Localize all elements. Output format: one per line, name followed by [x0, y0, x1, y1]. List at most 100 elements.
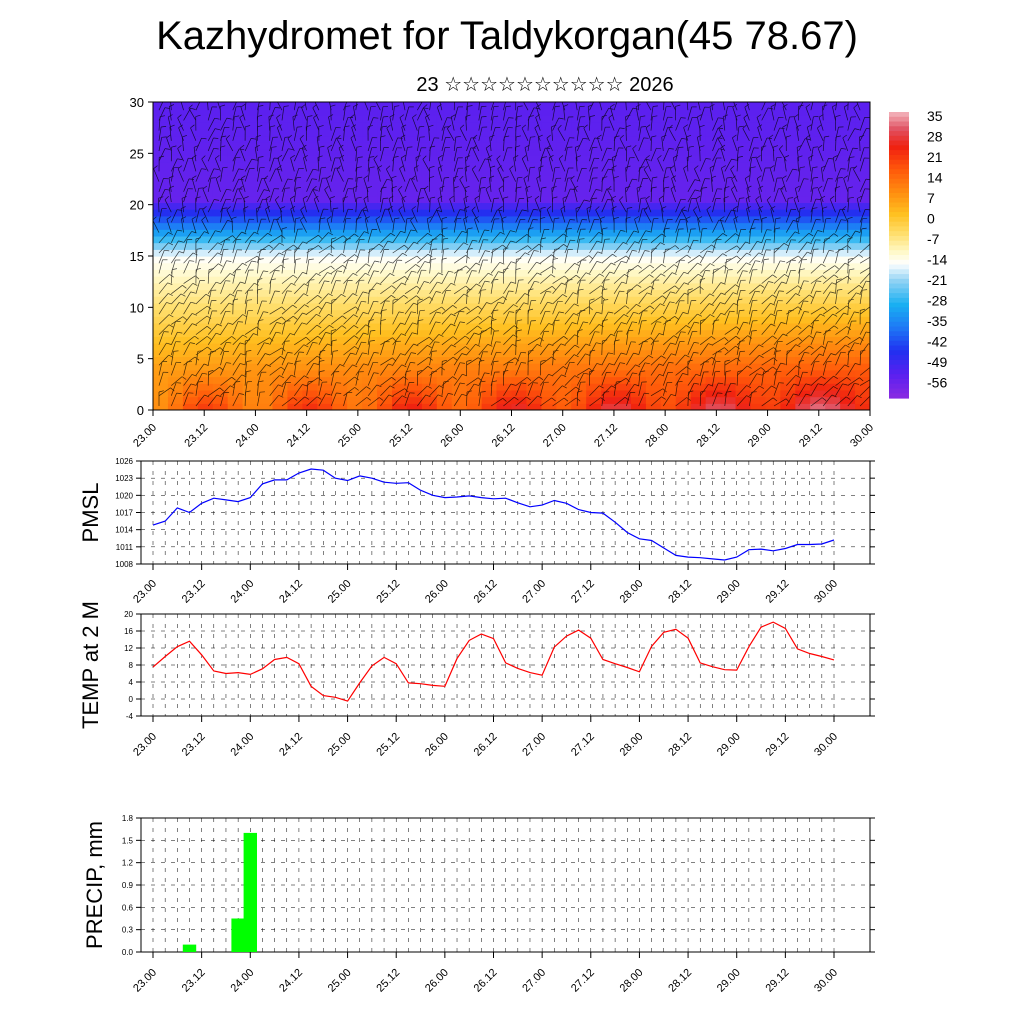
temperature-cell — [631, 363, 647, 371]
wind-barb — [535, 102, 541, 111]
wind-barb — [524, 147, 529, 162]
wind-barb — [450, 116, 455, 131]
wind-barb — [699, 371, 704, 386]
wind-barb-flag — [229, 273, 235, 277]
temperature-cell — [317, 108, 333, 116]
wind-barb — [355, 280, 360, 294]
wind-barb-flag — [523, 175, 529, 179]
wind-barb — [401, 198, 406, 213]
temperature-cell — [556, 356, 572, 364]
temperature-cell — [496, 403, 513, 410]
temperature-cell — [810, 102, 826, 110]
temperature-cell — [541, 135, 557, 143]
wind-barb-flag — [191, 374, 197, 377]
temperature-cell — [406, 249, 423, 257]
temperature-cell — [317, 403, 333, 410]
temperature-cell — [511, 229, 528, 237]
temperature-cell — [481, 215, 498, 224]
wind-barb-flag — [596, 240, 602, 243]
wind-barb — [208, 347, 221, 356]
temperature-cell — [496, 376, 513, 384]
temperature-cell — [317, 276, 333, 284]
wind-barb-flag — [515, 125, 521, 128]
wind-barb — [183, 383, 192, 396]
temperature-cell — [197, 396, 214, 404]
wind-barb — [663, 353, 672, 366]
wind-barb — [459, 179, 467, 192]
wind-barb-flag — [166, 216, 172, 220]
temperature-cell — [347, 396, 363, 404]
temperature-cell — [377, 403, 393, 410]
wind-barb — [158, 274, 170, 284]
wind-barb — [613, 322, 622, 335]
wind-barb — [404, 392, 410, 407]
wind-barb — [613, 127, 620, 141]
temperature-cell — [810, 175, 826, 183]
wind-barb-flag — [227, 220, 233, 223]
wind-barb-flag — [270, 125, 276, 128]
temperature-cell — [466, 142, 483, 150]
wind-barb-flag — [320, 166, 327, 169]
wind-barb-flag — [392, 95, 397, 97]
temperature-cell — [421, 209, 438, 217]
temperature-cell — [167, 102, 184, 110]
temperature-cell — [317, 289, 333, 297]
wind-barb — [257, 178, 263, 192]
wind-barb-flag — [473, 383, 480, 386]
wind-barb — [410, 220, 418, 233]
temperature-cell — [242, 115, 259, 123]
wind-barb — [220, 167, 223, 182]
wind-barb-flag — [670, 165, 675, 169]
temperature-cell — [720, 389, 737, 398]
temperature-cell — [481, 396, 498, 404]
wind-barb-flag — [444, 126, 450, 128]
temperature-cell — [720, 363, 737, 371]
wind-barb — [663, 285, 675, 295]
temperature-cell — [795, 128, 811, 137]
temperature-cell — [436, 302, 453, 311]
wind-barb-flag — [652, 105, 658, 107]
wind-barb — [388, 198, 394, 213]
wind-barb — [243, 208, 246, 223]
temperature-cell — [660, 296, 677, 304]
wind-barb — [576, 138, 584, 152]
wind-barb — [675, 282, 685, 295]
wind-barb — [712, 282, 722, 295]
wind-barb — [685, 137, 689, 152]
temperature-cell — [705, 296, 722, 304]
temperature-cell — [481, 189, 498, 197]
wind-barb-flag — [316, 273, 321, 277]
wind-barb — [429, 210, 437, 223]
wind-barb — [350, 117, 357, 131]
wind-barb-flag — [547, 301, 553, 304]
wind-barb-flag — [620, 352, 626, 355]
temperature-cell — [496, 343, 513, 351]
wind-barb-flag — [626, 145, 632, 148]
wind-barb-flag — [720, 302, 726, 305]
temperature-cell — [257, 369, 274, 378]
temperature-cell — [406, 155, 423, 163]
wind-barb — [183, 361, 188, 376]
wind-barb — [561, 102, 566, 111]
wind-barb-flag — [431, 258, 437, 260]
temperature-cell — [720, 162, 737, 170]
wind-barb-flag — [686, 254, 692, 259]
wind-barb — [392, 276, 405, 284]
wind-barb — [183, 374, 193, 386]
temperature-cell — [317, 102, 333, 110]
wind-barb-flag — [336, 270, 342, 272]
temperature-cell — [317, 215, 333, 224]
temperature-cell — [690, 122, 707, 130]
temperature-cell — [317, 175, 333, 183]
wind-barb — [367, 137, 373, 152]
temperature-cell — [153, 229, 169, 237]
temperature-cell — [705, 343, 722, 351]
temperature-cell — [675, 376, 692, 384]
wind-barb-flag — [240, 353, 246, 356]
temperature-cell — [496, 322, 513, 331]
wind-barb-flag — [560, 343, 566, 346]
temperature-cell — [825, 102, 841, 110]
temperature-cell — [586, 182, 602, 190]
wind-barb-flag — [255, 144, 260, 148]
temperature-cell — [511, 349, 528, 358]
